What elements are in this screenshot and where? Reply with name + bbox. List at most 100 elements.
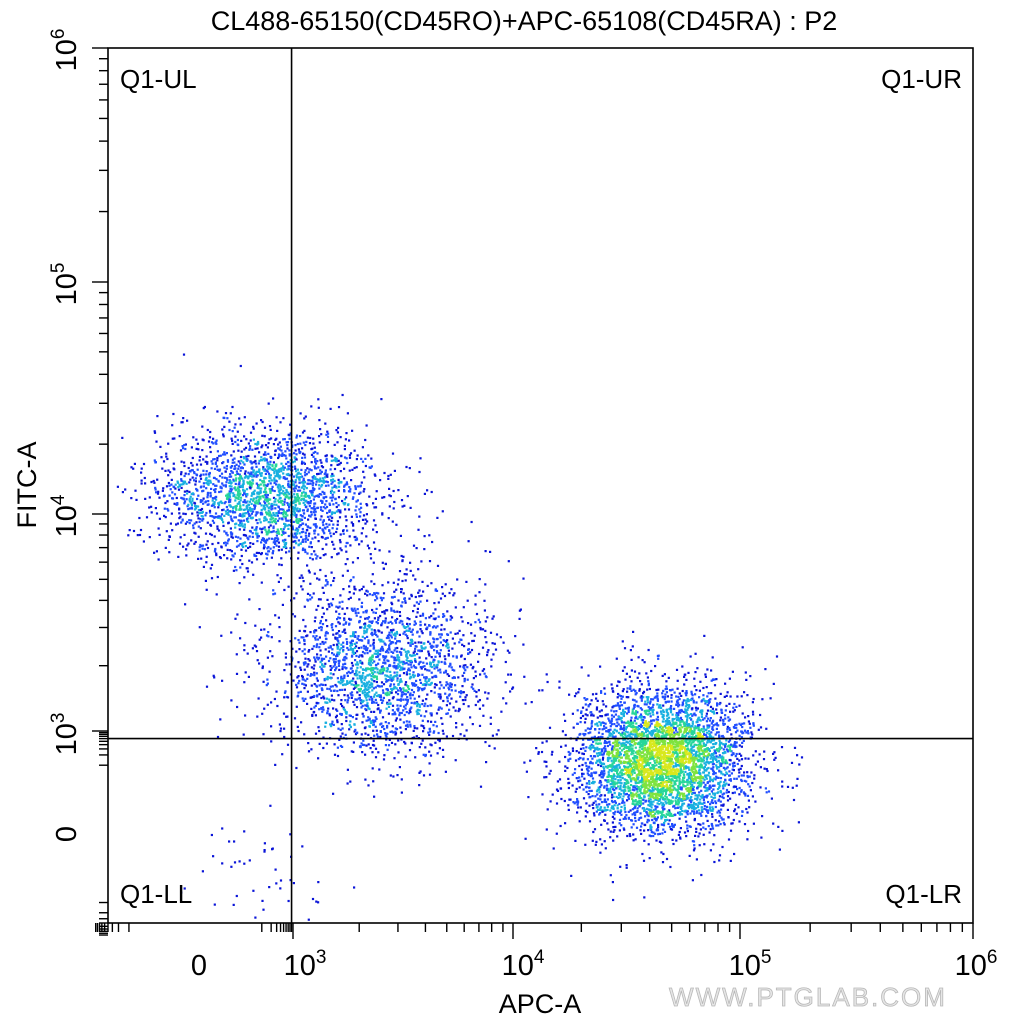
event-dot xyxy=(227,539,230,542)
event-dot xyxy=(292,487,295,490)
event-dot xyxy=(390,678,393,681)
event-dot xyxy=(319,619,322,623)
event-dot xyxy=(310,489,313,492)
event-dot xyxy=(502,697,505,700)
event-dot xyxy=(402,709,405,712)
event-dot xyxy=(365,649,368,652)
event-dot xyxy=(341,574,344,577)
event-dot xyxy=(162,460,166,463)
event-dot xyxy=(180,478,183,481)
event-dot xyxy=(470,686,473,689)
event-dot xyxy=(397,709,400,712)
event-dot xyxy=(351,497,354,500)
event-dot xyxy=(244,474,248,477)
event-dot xyxy=(351,669,354,673)
event-dot xyxy=(282,531,285,534)
event-dot xyxy=(354,659,357,662)
event-dot xyxy=(378,630,381,633)
event-dot xyxy=(216,527,219,530)
event-dot xyxy=(474,703,477,707)
event-dot xyxy=(262,490,266,493)
event-dot xyxy=(442,732,445,735)
event-dot xyxy=(196,497,199,501)
event-dot xyxy=(295,515,298,519)
event-dot xyxy=(312,482,315,485)
event-dot xyxy=(735,726,738,729)
event-dot xyxy=(383,471,386,475)
event-dot xyxy=(186,419,189,422)
event-dot xyxy=(453,592,456,595)
event-dot xyxy=(435,638,438,641)
event-dot xyxy=(460,655,463,658)
event-dot xyxy=(368,698,371,701)
event-dot xyxy=(477,689,480,692)
event-dot xyxy=(346,768,349,771)
event-dot xyxy=(387,477,390,480)
event-dot xyxy=(237,519,240,522)
event-dot xyxy=(407,686,410,689)
event-dot xyxy=(289,486,292,489)
event-dot xyxy=(507,560,510,563)
event-dot xyxy=(456,632,459,635)
event-dot xyxy=(392,775,395,778)
event-dot xyxy=(267,635,270,638)
event-dot xyxy=(433,667,436,670)
event-dot xyxy=(345,550,348,553)
event-dot xyxy=(321,528,324,531)
event-dot xyxy=(353,703,356,706)
event-dot xyxy=(202,482,205,485)
event-dot xyxy=(235,497,238,500)
event-dot xyxy=(643,661,646,664)
event-dot xyxy=(346,699,350,702)
event-dot xyxy=(193,542,196,545)
event-dot xyxy=(224,485,227,488)
event-dot xyxy=(663,781,666,784)
event-dot xyxy=(280,449,283,452)
event-dot xyxy=(178,485,181,488)
event-dot xyxy=(354,642,357,645)
event-dot xyxy=(309,556,312,560)
event-dot xyxy=(264,493,267,497)
event-dot xyxy=(354,728,357,731)
event-dot xyxy=(445,618,448,621)
event-dot xyxy=(666,771,669,774)
event-dot xyxy=(372,541,376,544)
event-dot xyxy=(402,690,405,693)
event-dot xyxy=(301,527,304,531)
event-dot xyxy=(322,695,325,698)
event-dot xyxy=(402,632,405,635)
event-dot xyxy=(428,624,431,627)
event-dot xyxy=(404,601,407,604)
event-dot xyxy=(443,655,446,658)
event-dot xyxy=(345,621,348,624)
event-dot xyxy=(335,653,339,656)
event-dot xyxy=(409,725,412,728)
event-dot xyxy=(330,474,333,478)
event-dot xyxy=(740,754,743,757)
event-dot xyxy=(606,730,609,733)
event-dot xyxy=(381,689,385,692)
event-dot xyxy=(394,713,397,716)
event-dot xyxy=(310,553,313,556)
event-dot xyxy=(409,692,412,695)
event-dot xyxy=(352,683,355,687)
event-dot xyxy=(211,499,214,502)
event-dot xyxy=(226,542,229,545)
event-dot xyxy=(364,645,367,648)
event-dot xyxy=(350,644,353,647)
event-dot xyxy=(745,731,748,734)
event-dot xyxy=(604,813,607,816)
event-dot xyxy=(313,529,316,532)
event-dot xyxy=(704,775,707,779)
event-dot xyxy=(415,679,418,682)
event-dot xyxy=(250,512,253,515)
event-dot xyxy=(502,641,505,644)
event-dot xyxy=(348,723,351,726)
event-dot xyxy=(281,452,284,455)
event-dot xyxy=(260,508,263,512)
event-dot xyxy=(251,475,254,478)
event-dot xyxy=(191,499,194,502)
event-dot xyxy=(261,537,264,540)
event-dot xyxy=(165,455,168,458)
event-dot xyxy=(343,617,346,620)
